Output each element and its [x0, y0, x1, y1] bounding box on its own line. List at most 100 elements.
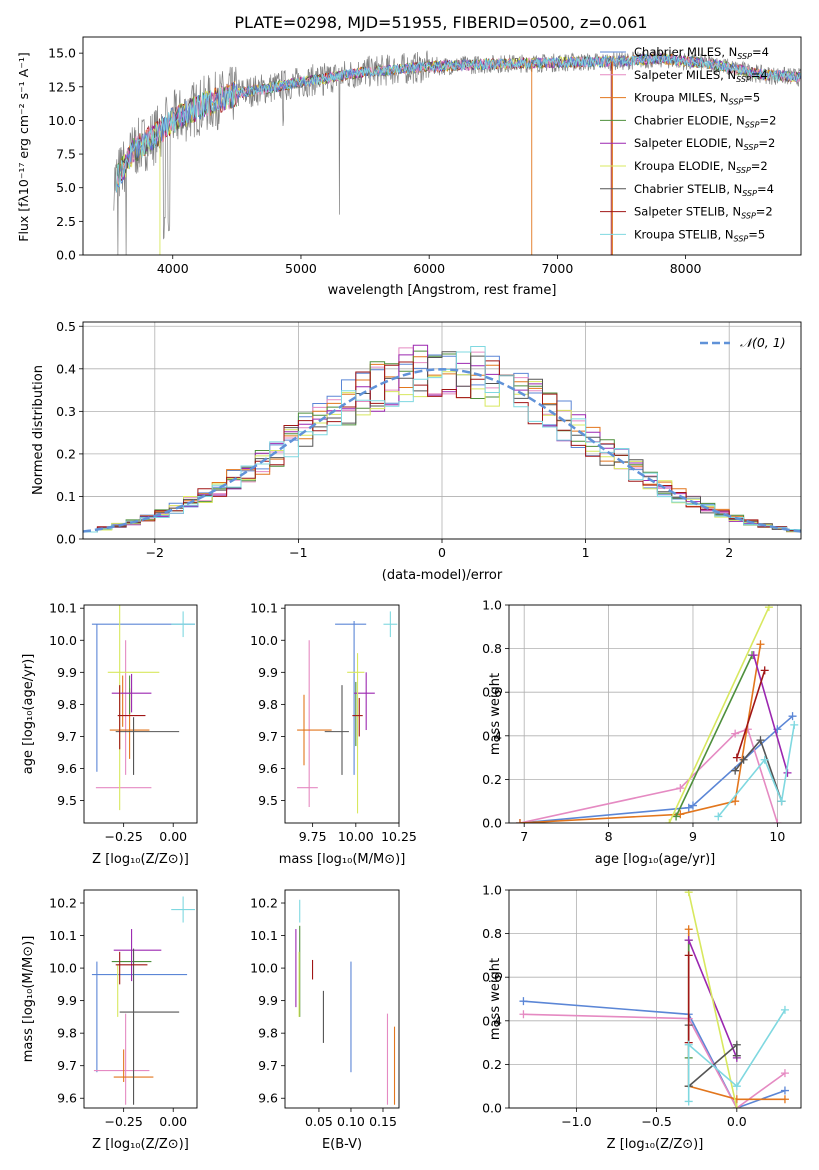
mass-weight-series: [717, 724, 795, 818]
x-tick-label: 0.00: [159, 829, 187, 844]
y-tick-label: 9.5: [258, 793, 278, 808]
axes-frame: [83, 604, 198, 824]
plus-marker: [756, 640, 765, 649]
x-tick-label: −2: [146, 545, 164, 560]
figure-title: PLATE=0298, MJD=51955, FIBERID=0500, z=0…: [234, 13, 647, 32]
axes-residuals: −2 −1 0 1 2 0.0 0.1 0.2 0.3 0.4 0.5 𝒩(0, 1) (data-mo…: [31, 319, 802, 583]
plus-marker: [684, 1040, 693, 1049]
normal-curve: [83, 368, 801, 533]
y-tick-label: 10.0: [250, 961, 278, 976]
mass-weight-series: [519, 715, 794, 823]
plus-marker: [672, 812, 681, 821]
x-tick-label: 10: [769, 829, 785, 844]
axes-frame: [83, 889, 198, 1109]
y-tick-label: 9.9: [258, 993, 278, 1008]
plus-marker: [684, 1097, 693, 1106]
x-tick-label: −0.25: [104, 829, 142, 844]
y-tick-label: 12.5: [48, 79, 76, 94]
y-tick-label: 0.8: [482, 641, 502, 656]
y-tick-label: 9.8: [258, 1026, 278, 1041]
model-spectrum: [115, 53, 801, 193]
legend: Chabrier MILES, NSSP=4 Salpeter MILES, NS…: [600, 45, 776, 243]
y-tick-label: 0.0: [482, 816, 502, 831]
y-tick-label: 0.4: [482, 1013, 502, 1028]
axes-mass-weight-vs-z: −1.0 −0.5 0.0 0.0 0.2 0.4 0.6 0.8 1.0 Z [log₁₀(Z/…: [482, 883, 802, 1152]
y-tick-label: 10.2: [250, 896, 278, 911]
y-axis-label: mass weight: [488, 958, 503, 1040]
mass-weight-series: [736, 670, 766, 758]
x-axis-label: Z [log₁₀(Z/Z⊙)]: [92, 1137, 189, 1152]
y-tick-label: 9.7: [258, 729, 278, 744]
y-tick-label: 2.5: [56, 214, 76, 229]
errorbar-point: [111, 673, 152, 713]
plus-marker: [780, 1069, 789, 1078]
axes-spectrum: 4000 5000 6000 7000 8000 0.0 2.5 5.0 7.5 10.0 12.5…: [16, 36, 802, 298]
mass-weight-series: [752, 654, 789, 774]
errorbar-point: [171, 896, 196, 923]
y-tick-label: 0.4: [56, 361, 76, 376]
plus-marker: [760, 666, 769, 675]
x-tick-label: 7: [520, 829, 528, 844]
x-tick-label: −1: [289, 545, 307, 560]
y-tick-label: 1.0: [482, 598, 502, 613]
y-axis-label: Flux [fλ10⁻¹⁷ erg cm⁻² s⁻¹ A⁻¹]: [16, 52, 31, 241]
plus-marker: [739, 755, 748, 764]
legend-entry: Salpeter ELODIE, NSSP=2: [634, 136, 775, 152]
legend-entry: Salpeter MILES, NSSP=4: [634, 68, 768, 84]
x-axis-label: E(B-V): [322, 1137, 362, 1152]
plus-marker: [684, 925, 693, 934]
plus-marker: [790, 720, 799, 729]
y-axis-label: mass weight: [488, 673, 503, 755]
y-tick-label: 0.6: [482, 970, 502, 985]
legend-entry: Kroupa STELIB, NSSP=5: [634, 227, 765, 243]
x-tick-label: −0.25: [104, 1114, 142, 1129]
x-axis-label: (data-model)/error: [382, 568, 503, 583]
x-tick-label: 8: [605, 829, 613, 844]
y-tick-label: 9.6: [258, 761, 278, 776]
plus-marker: [731, 797, 740, 806]
plus-marker: [665, 819, 674, 823]
plus-marker: [749, 651, 758, 660]
plus-marker: [732, 1104, 741, 1108]
plus-marker: [732, 1040, 741, 1049]
legend-entry: Kroupa ELODIE, NSSP=2: [634, 159, 768, 175]
legend-entry: Salpeter STELIB, NSSP=2: [634, 205, 773, 221]
plus-marker: [519, 1010, 528, 1019]
plus-marker: [676, 784, 685, 793]
y-tick-label: 10.1: [49, 928, 77, 943]
axes-mass-vs-ebv: 0.05 0.10 0.15 9.6 9.7 9.8 9.9 10.0 10.1 10.2 E(B-…: [250, 889, 400, 1152]
y-tick-label: 9.7: [258, 1058, 278, 1073]
y-tick-label: 9.5: [57, 793, 77, 808]
axes-frame: [82, 321, 802, 540]
y-axis-label: mass [log₁₀(M/M⊙)]: [21, 936, 36, 1063]
y-tick-label: 10.0: [49, 633, 77, 648]
x-axis-label: Z [log₁₀(Z/Z⊙)]: [607, 1137, 704, 1152]
y-tick-label: 10.2: [49, 896, 77, 911]
y-tick-label: 9.7: [57, 729, 77, 744]
plus-marker: [732, 1051, 741, 1060]
legend-entry: Chabrier MILES, NSSP=4: [634, 45, 769, 61]
mass-weight-series: [734, 738, 783, 802]
x-axis-label: Z [log₁₀(Z/Z⊙)]: [92, 852, 189, 867]
axes-age-vs-z: −0.25 0.00 9.5 9.6 9.7 9.8 9.9 10.0 10.1 Z [log₁₀…: [21, 601, 198, 867]
y-tick-label: 0.5: [56, 319, 76, 334]
x-tick-label: −1.0: [561, 1114, 591, 1129]
x-tick-label: 1: [582, 545, 590, 560]
plus-marker: [731, 766, 740, 775]
x-tick-label: 0.10: [337, 1114, 365, 1129]
axes-age-vs-mass: 9.75 10.00 10.25 9.5 9.6 9.7 9.8 9.9 10.0 10.1 mas…: [250, 601, 417, 867]
plus-marker: [760, 755, 769, 764]
y-tick-label: 0.4: [482, 728, 502, 743]
plus-marker: [684, 803, 693, 812]
axes-mass-vs-z: −0.25 0.00 9.6 9.7 9.8 9.9 10.0 10.1 10.2 Z [log₁…: [21, 889, 198, 1152]
plus-marker: [519, 997, 528, 1006]
plot-area-age-vs-z: [91, 605, 196, 811]
axes-mass-weight-vs-age: 7 8 9 10 0.0 0.2 0.4 0.6 0.8 1.0 age [log₁₀(age/yr…: [482, 598, 802, 867]
y-tick-label: 0.0: [56, 248, 76, 263]
plot-area-mass-weight-vs-z: [519, 890, 789, 1108]
x-tick-label: 6000: [413, 261, 445, 276]
y-tick-label: 7.5: [56, 147, 76, 162]
y-tick-label: 0.1: [56, 489, 76, 504]
axes-frame: [508, 604, 802, 824]
y-tick-label: 10.1: [250, 928, 278, 943]
